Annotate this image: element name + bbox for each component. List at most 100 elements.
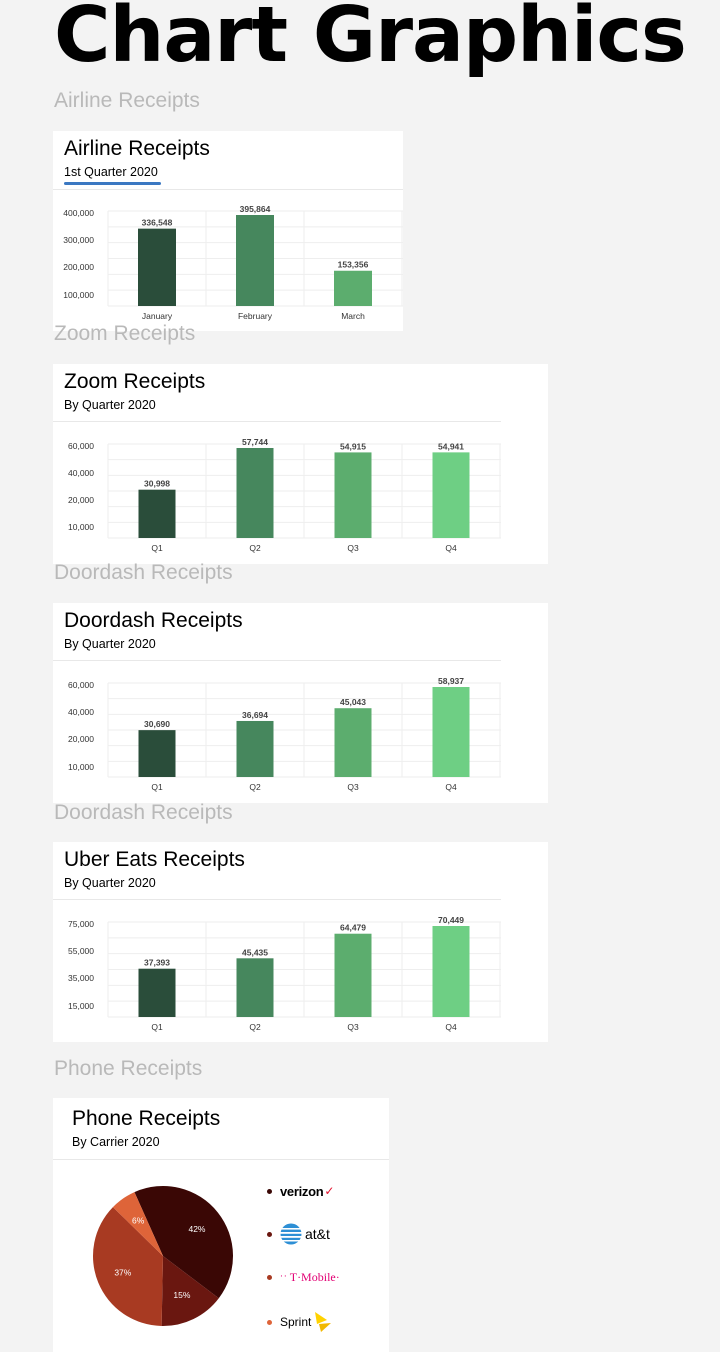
bar — [334, 708, 372, 777]
bar — [334, 452, 372, 538]
bar-value-label: 54,915 — [340, 441, 366, 451]
doordash-chart-card: Doordash Receipts By Quarter 2020 60,000… — [53, 603, 548, 803]
bar-value-label: 395,864 — [240, 204, 271, 214]
pie-slice — [134, 1186, 234, 1299]
y-tick-label: 10,000 — [68, 522, 94, 532]
bar-value-label: 30,690 — [144, 719, 170, 729]
section-label-airline: Airline Receipts — [54, 89, 200, 112]
y-tick-label: 200,000 — [63, 262, 94, 272]
uber-eats-chart-card: Uber Eats Receipts By Quarter 2020 75,00… — [53, 842, 548, 1042]
bar — [432, 926, 470, 1017]
legend-dot — [267, 1188, 272, 1194]
x-tick-label: Q1 — [151, 543, 163, 553]
bar-value-label: 37,393 — [144, 958, 170, 968]
bar — [334, 270, 372, 306]
pie-slice-label: 15% — [173, 1290, 190, 1300]
x-tick-label: Q2 — [249, 543, 261, 553]
bar — [138, 228, 176, 306]
zoom-chart-card: Zoom Receipts By Quarter 2020 60,000 40,0… — [53, 364, 548, 564]
phone-chart-card: Phone Receipts By Carrier 2020 42% 15% 37%… — [53, 1098, 389, 1352]
airline-chart-card: Airline Receipts 1st Quarter 2020 400,00… — [53, 131, 403, 331]
chart-title: Zoom Receipts — [64, 370, 206, 393]
y-tick-label: 20,000 — [68, 495, 94, 505]
x-tick-label: Q3 — [347, 1022, 359, 1032]
x-tick-label: March — [341, 311, 365, 321]
pie-slice-label: 6% — [132, 1215, 145, 1225]
sprint-wing-icon — [315, 1312, 332, 1332]
zoom-bar-chart: 60,000 40,000 20,000 10,000 30,998 Q1 57,744 Q2… — [68, 437, 501, 553]
airline-bar-chart: 400,000 300,000 200,000 100,000 336,548 Janua… — [63, 204, 403, 321]
chart-title: Airline Receipts — [64, 137, 210, 160]
y-tick-label: 60,000 — [68, 680, 94, 690]
y-tick-label: 15,000 — [68, 1001, 94, 1011]
doordash-bar-chart: 60,000 40,000 20,000 10,000 30,690 Q1 36,694 Q2… — [68, 676, 501, 792]
bar — [432, 687, 470, 777]
section-label-phone: Phone Receipts — [54, 1057, 203, 1080]
chart-subtitle: By Quarter 2020 — [64, 876, 156, 890]
legend-dot — [267, 1274, 272, 1280]
y-tick-label: 10,000 — [68, 762, 94, 772]
y-tick-label: 300,000 — [63, 235, 94, 245]
bar — [236, 958, 274, 1017]
legend-item-sprint: Sprint — [267, 1310, 333, 1334]
bar-value-label: 36,694 — [242, 710, 268, 720]
bar — [236, 448, 274, 538]
pie-slice — [92, 1207, 163, 1326]
y-tick-label: 400,000 — [63, 208, 94, 218]
chart-subtitle: 1st Quarter 2020 — [64, 165, 161, 185]
y-tick-label: 100,000 — [63, 290, 94, 300]
bar-value-label: 45,043 — [340, 697, 366, 707]
x-tick-label: Q4 — [445, 1022, 457, 1032]
globe-icon — [280, 1223, 302, 1245]
section-label-doordash: Doordash Receipts — [54, 561, 233, 584]
bar-value-label: 153,356 — [338, 260, 369, 270]
card-divider — [53, 421, 501, 422]
tmobile-logo: ·· T·Mobile· — [280, 1269, 340, 1284]
legend-dot — [267, 1319, 272, 1325]
page-title: Chart Graphics — [54, 0, 687, 80]
card-divider — [53, 189, 403, 190]
bar — [138, 730, 176, 777]
bar-value-label: 64,479 — [340, 923, 366, 933]
verizon-logo: verizon ✓ — [280, 1183, 335, 1199]
chart-subtitle: By Carrier 2020 — [72, 1135, 160, 1149]
x-tick-label: Q1 — [151, 782, 163, 792]
chart-subtitle: By Quarter 2020 — [64, 637, 156, 651]
legend-item-tmobile: ·· T·Mobile· — [267, 1265, 340, 1289]
bar — [334, 933, 372, 1017]
y-tick-label: 60,000 — [68, 441, 94, 451]
phone-pie-chart: 42% 15% 37% 6% — [92, 1186, 234, 1326]
bar-value-label: 45,435 — [242, 947, 268, 957]
x-tick-label: Q2 — [249, 782, 261, 792]
x-tick-label: Q4 — [445, 782, 457, 792]
chart-title: Doordash Receipts — [64, 609, 243, 632]
y-tick-label: 75,000 — [68, 919, 94, 929]
x-tick-label: February — [238, 311, 273, 321]
y-tick-label: 40,000 — [68, 707, 94, 717]
card-divider — [53, 1159, 389, 1160]
bar — [138, 489, 176, 538]
bar — [236, 215, 274, 306]
x-tick-label: January — [142, 311, 173, 321]
bar — [138, 968, 176, 1017]
uber-eats-bar-chart: 75,000 55,000 35,000 15,000 37,393 Q1 45,435 Q2… — [68, 915, 501, 1032]
chart-title: Uber Eats Receipts — [64, 848, 245, 871]
pie-slice — [161, 1256, 219, 1326]
pie-slice-label: 42% — [188, 1224, 205, 1234]
chart-subtitle: By Quarter 2020 — [64, 398, 156, 412]
x-tick-label: Q4 — [445, 543, 457, 553]
y-tick-label: 20,000 — [68, 734, 94, 744]
x-tick-label: Q3 — [347, 543, 359, 553]
subtitle-underline — [64, 182, 161, 185]
check-icon: ✓ — [324, 1184, 335, 1198]
x-tick-label: Q1 — [151, 1022, 163, 1032]
y-tick-label: 35,000 — [68, 973, 94, 983]
chart-title: Phone Receipts — [72, 1107, 221, 1130]
section-label-uber-eats: Doordash Receipts — [54, 801, 233, 824]
bar — [236, 720, 274, 777]
bar-value-label: 30,998 — [144, 479, 170, 489]
bar-value-label: 58,937 — [438, 676, 464, 686]
pie-slice-label: 37% — [114, 1267, 131, 1277]
section-label-zoom: Zoom Receipts — [54, 322, 196, 345]
bar-value-label: 70,449 — [438, 915, 464, 925]
